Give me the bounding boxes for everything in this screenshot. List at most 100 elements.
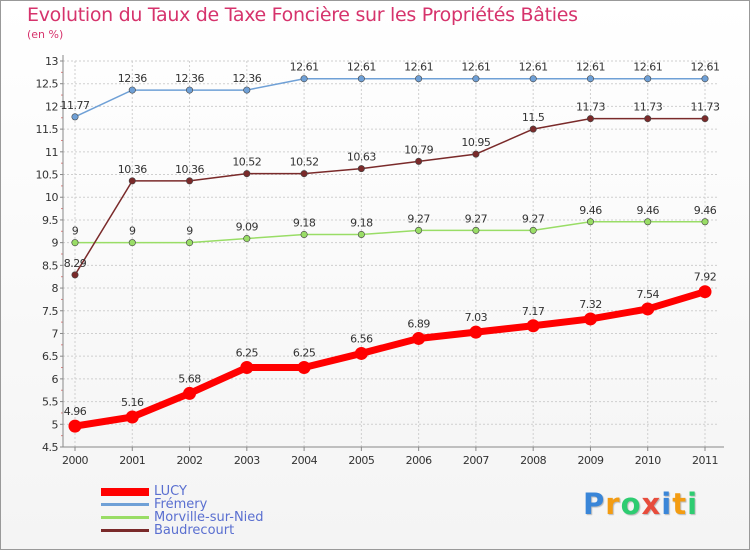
legend-swatch [101, 516, 149, 519]
data-point-baudrecourt [243, 170, 251, 178]
x-tick-label: 2006 [406, 454, 432, 467]
data-point-fr-mery [186, 86, 194, 94]
data-point-baudrecourt [71, 271, 79, 279]
data-point-baudrecourt [128, 177, 136, 185]
data-label-morville-sur-nied: 9.46 [694, 204, 717, 217]
x-tick-label: 2011 [692, 454, 718, 467]
data-label-morville-sur-nied: 9.09 [236, 221, 259, 234]
data-label-lucy: 6.25 [293, 347, 316, 360]
legend-swatch [101, 529, 149, 532]
data-point-baudrecourt [701, 115, 709, 123]
data-point-fr-mery [415, 75, 423, 83]
data-point-fr-mery [71, 113, 79, 121]
data-label-baudrecourt: 10.79 [404, 143, 433, 156]
data-label-lucy: 7.92 [694, 271, 717, 284]
data-point-lucy [183, 386, 197, 400]
data-point-baudrecourt [186, 177, 194, 185]
series-line-morville-sur-nied [75, 221, 705, 244]
data-point-lucy [412, 331, 426, 345]
data-point-lucy [125, 410, 139, 424]
data-label-morville-sur-nied: 9.27 [465, 212, 488, 225]
series-line-fr-mery [74, 77, 705, 118]
data-point-fr-mery [586, 75, 594, 83]
logo-letter: i [661, 487, 673, 521]
data-point-fr-mery [472, 75, 480, 83]
data-point-fr-mery [357, 75, 365, 83]
data-label-fr-mery: 12.61 [461, 61, 490, 74]
x-tick-label: 2008 [520, 454, 546, 467]
data-point-morville-sur-nied [128, 239, 136, 247]
data-point-baudrecourt [300, 170, 308, 178]
y-tick-label: 9.5 [42, 214, 58, 227]
x-tick-label: 2002 [177, 454, 203, 467]
y-tick-label: 11.5 [36, 123, 59, 136]
data-label-morville-sur-nied: 9.27 [522, 212, 545, 225]
data-label-lucy: 7.32 [579, 298, 602, 311]
data-label-baudrecourt: 10.52 [232, 156, 261, 169]
data-point-morville-sur-nied [243, 235, 251, 243]
data-label-fr-mery: 12.36 [232, 72, 261, 85]
y-tick-label: 10.5 [36, 169, 59, 182]
data-point-lucy [240, 361, 254, 375]
data-point-lucy [297, 361, 311, 375]
legend-label: LUCY [154, 484, 187, 499]
y-tick-label: 12.5 [36, 78, 59, 91]
x-tick-label: 2004 [291, 454, 317, 467]
data-point-morville-sur-nied [357, 230, 365, 238]
logo-letter: x [641, 487, 662, 521]
data-point-lucy [469, 325, 483, 339]
y-tick-label: 12 [45, 100, 58, 113]
data-label-morville-sur-nied: 9.18 [350, 216, 373, 229]
series-line-lucy [74, 288, 707, 430]
data-point-lucy [583, 312, 597, 326]
data-label-lucy: 4.96 [64, 405, 87, 418]
data-point-baudrecourt [415, 157, 423, 165]
data-label-morville-sur-nied: 9 [186, 225, 193, 238]
data-label-lucy: 7.54 [636, 288, 659, 301]
data-point-baudrecourt [644, 115, 652, 123]
data-label-baudrecourt: 10.36 [118, 163, 147, 176]
x-tick-label: 2000 [62, 454, 88, 467]
data-point-lucy [526, 319, 540, 333]
logo-letter: P [583, 487, 606, 521]
y-tick-label: 6 [52, 373, 59, 386]
data-label-lucy: 7.17 [522, 305, 545, 318]
data-point-morville-sur-nied [586, 218, 594, 226]
y-tick-label: 8.5 [42, 259, 58, 272]
data-point-lucy [354, 346, 368, 360]
proxiti-logo: Proxiti [583, 487, 698, 521]
legend-label: Baudrecourt [154, 523, 235, 538]
series-line-baudrecourt [74, 117, 705, 276]
x-tick-label: 2010 [635, 454, 661, 467]
data-label-baudrecourt: 11.5 [522, 111, 545, 124]
data-label-baudrecourt: 10.63 [347, 151, 376, 164]
data-label-morville-sur-nied: 9.46 [579, 204, 602, 217]
data-point-lucy [698, 285, 712, 299]
data-point-morville-sur-nied [472, 226, 480, 234]
data-point-lucy [641, 302, 655, 316]
data-label-morville-sur-nied: 9.46 [636, 204, 659, 217]
logo-letter: t [672, 487, 688, 521]
data-label-fr-mery: 12.61 [633, 61, 662, 74]
data-point-baudrecourt [357, 165, 365, 173]
y-axis-unit: (en %) [27, 28, 64, 41]
y-tick-label: 9 [52, 237, 59, 250]
data-label-fr-mery: 12.61 [691, 61, 720, 74]
data-label-morville-sur-nied: 9.27 [407, 212, 430, 225]
data-point-baudrecourt [529, 125, 537, 133]
data-point-morville-sur-nied [529, 226, 537, 234]
legend-label: Frémery [154, 497, 208, 512]
data-point-morville-sur-nied [300, 230, 308, 238]
data-point-fr-mery [300, 75, 308, 83]
data-point-fr-mery [243, 86, 251, 94]
x-tick-label: 2009 [577, 454, 603, 467]
y-tick-label: 7.5 [42, 305, 58, 318]
legend-label: Morville-sur-Nied [154, 510, 264, 525]
data-label-fr-mery: 12.36 [175, 72, 204, 85]
y-tick-label: 5 [52, 418, 59, 431]
data-label-lucy: 5.68 [178, 372, 201, 385]
data-point-fr-mery [644, 75, 652, 83]
data-label-lucy: 5.16 [121, 396, 144, 409]
